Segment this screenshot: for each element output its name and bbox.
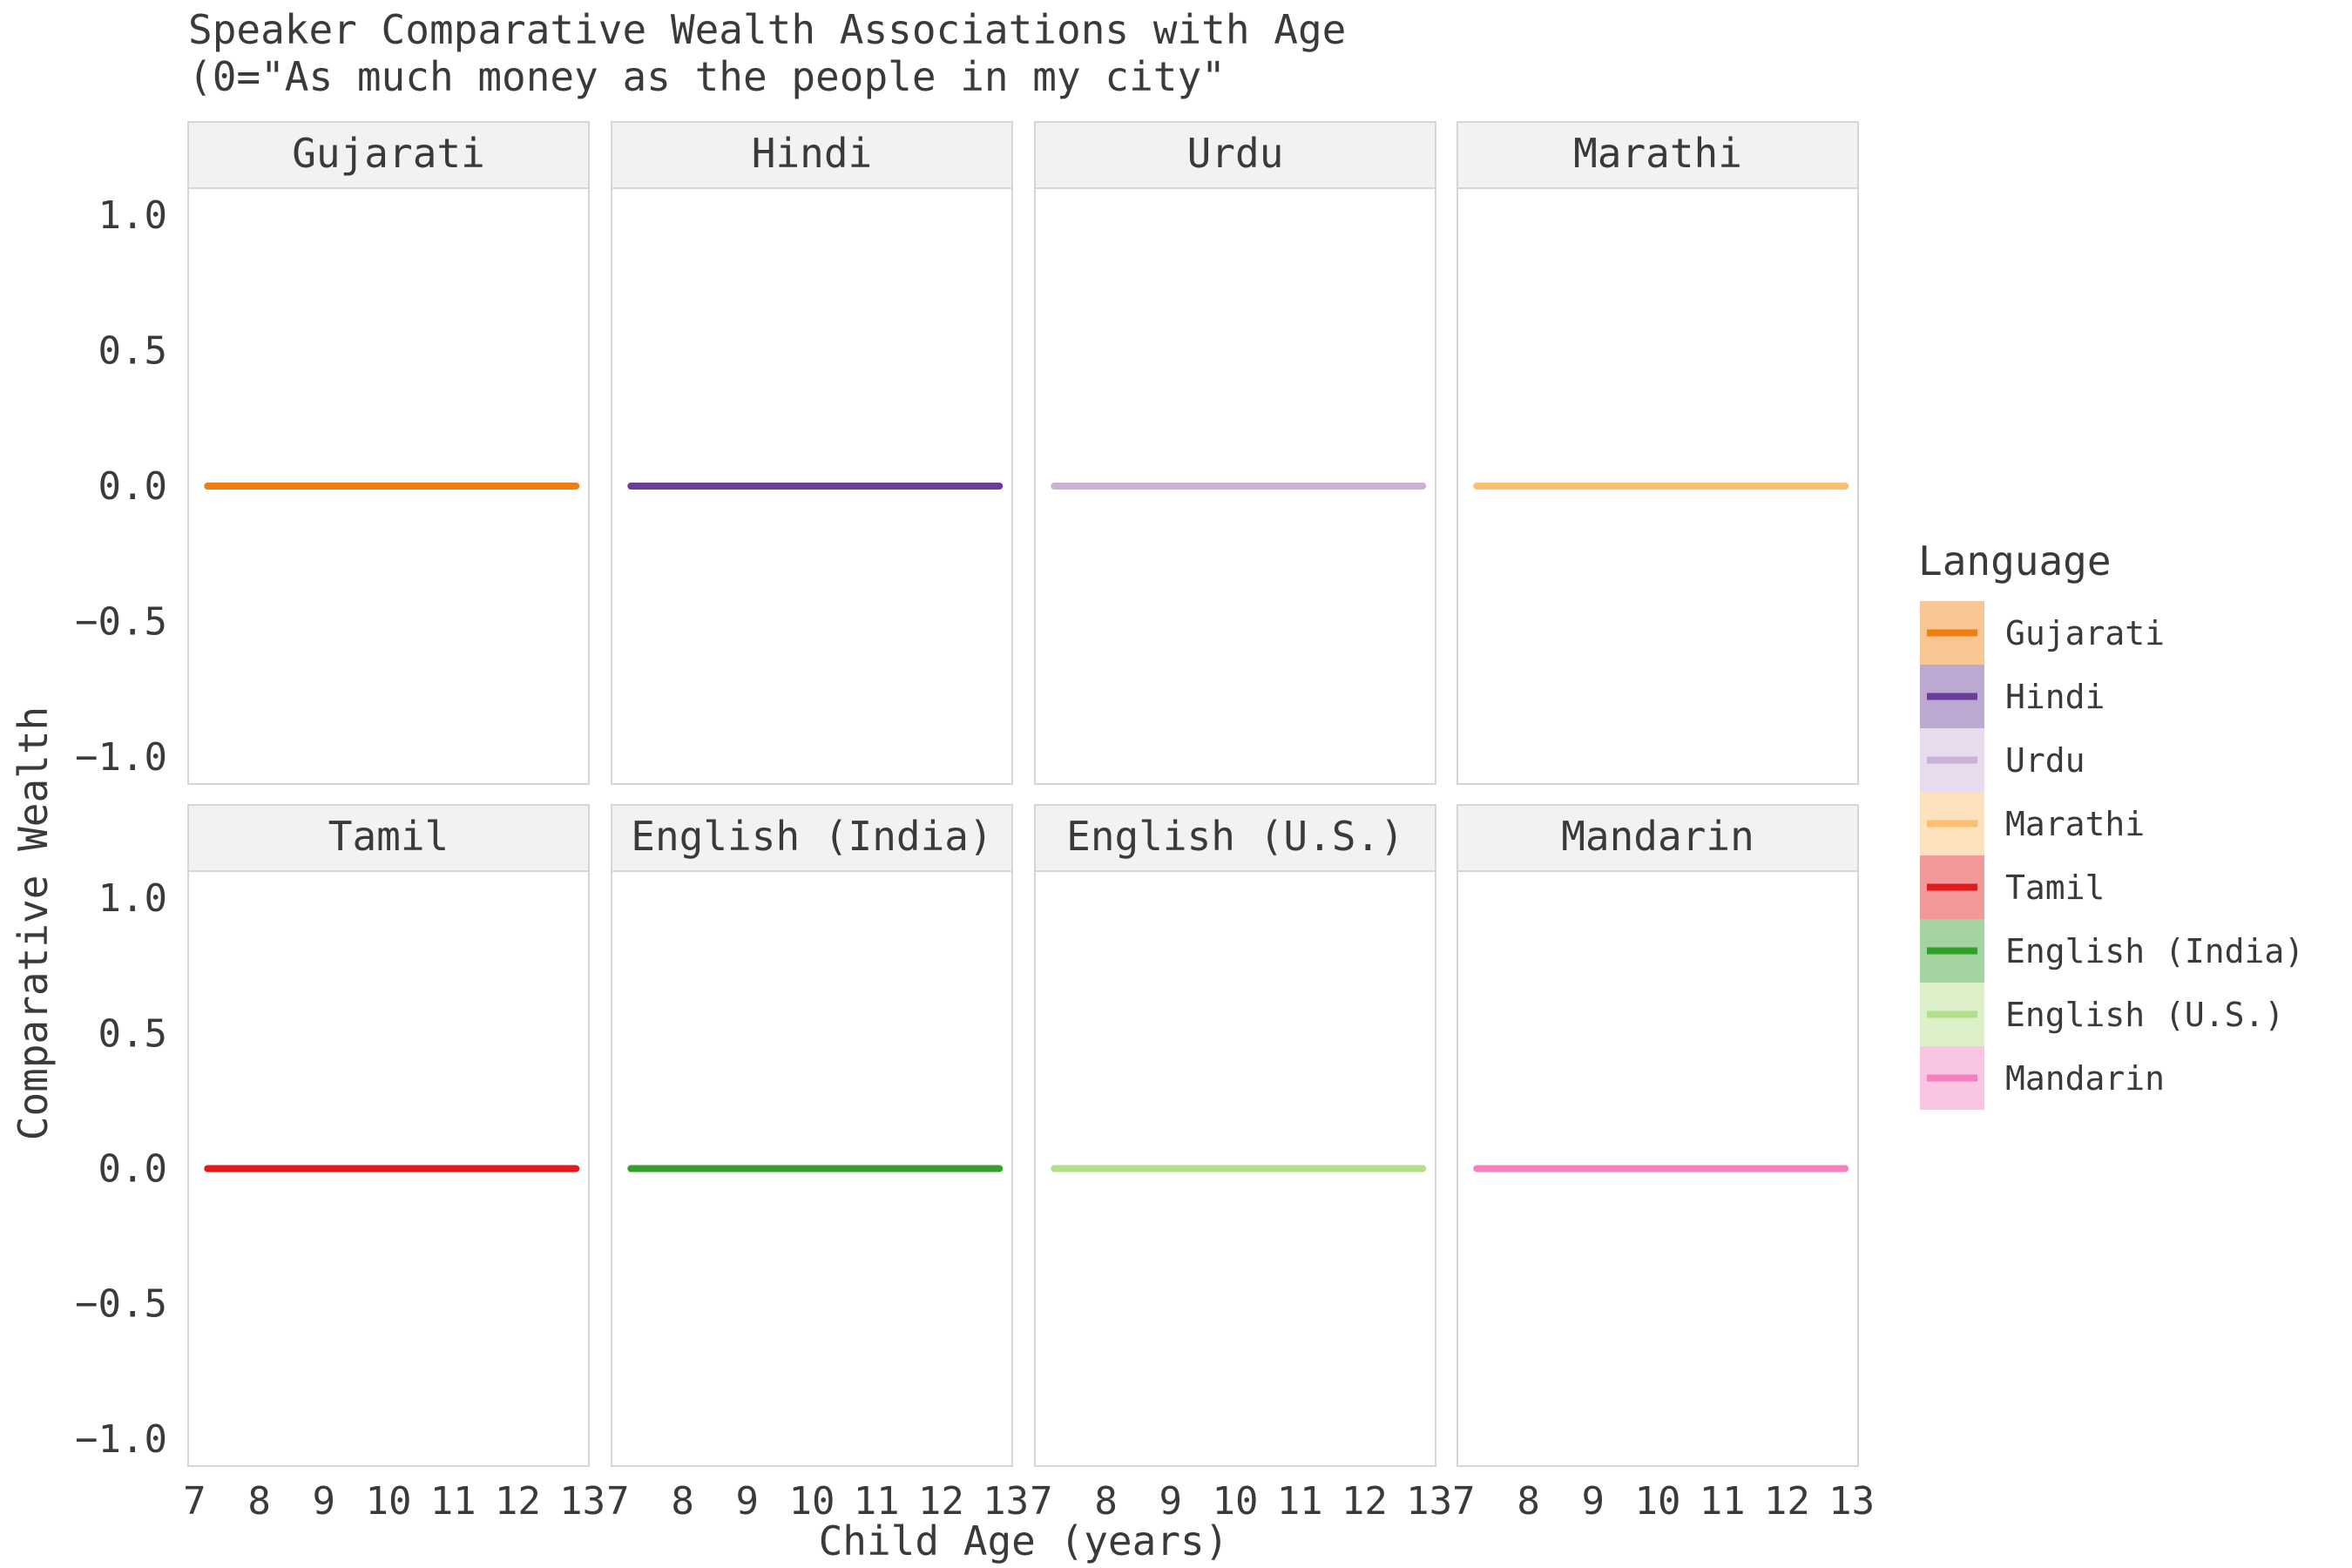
chart-title: Speaker Comparative Wealth Associations …	[188, 6, 1346, 53]
facet-marathi: Marathi	[1456, 121, 1859, 785]
facet-gujarati: Gujarati	[187, 121, 590, 785]
facet-urdu: Urdu	[1034, 121, 1436, 785]
facet-strip	[611, 804, 1013, 872]
x-tick-label: 10	[1213, 1479, 1259, 1524]
legend-title: Language	[1918, 537, 2112, 585]
facet-strip	[187, 121, 590, 189]
legend-item-marathi: Marathi	[1920, 792, 2145, 855]
x-tick-label: 13	[559, 1479, 605, 1524]
x-tick-label: 7	[1030, 1479, 1053, 1524]
y-tick-label: 1.0	[98, 876, 167, 921]
facet-strip	[187, 804, 590, 872]
x-tick-label: 7	[183, 1479, 206, 1524]
x-tick-label: 8	[1517, 1479, 1540, 1524]
y-tick-label: −0.5	[75, 599, 167, 644]
y-tick-label: 0.0	[98, 464, 167, 509]
x-axis-ticks: 7 8 9 10 11 12 13 7 8 9 10 11 12 13 7 8 9 10 11 12 13 7 8 9 10 11…	[183, 1479, 1875, 1524]
x-tick-label: 11	[430, 1479, 476, 1524]
legend-item-gujarati: Gujarati	[1920, 601, 2165, 665]
x-tick-label: 9	[736, 1479, 760, 1524]
facet-strip-label: Gujarati	[292, 130, 485, 177]
legend: Language Gujarati Hindi Urdu Marathi Tamil En…	[1918, 537, 2304, 1110]
x-tick-label: 7	[606, 1479, 630, 1524]
x-tick-label: 12	[1764, 1479, 1810, 1524]
legend-label: Urdu	[2005, 741, 2085, 780]
x-tick-label: 12	[918, 1479, 964, 1524]
x-tick-label: 11	[854, 1479, 900, 1524]
legend-label: Gujarati	[2005, 614, 2165, 652]
facet-strip	[1034, 121, 1436, 189]
y-tick-label: 1.0	[98, 193, 167, 238]
facet-strip-label: Marathi	[1573, 130, 1742, 177]
y-axis-ticks: 1.0 0.5 0.0 −0.5 −1.0 1.0 0.5 0.0 −0.5 −1.0	[75, 193, 167, 1462]
facet-hindi: Hindi	[611, 121, 1013, 785]
facet-english-u-s: English (U.S.)	[1034, 804, 1436, 1467]
x-tick-label: 9	[1582, 1479, 1605, 1524]
facet-strip-label: Hindi	[752, 130, 872, 177]
facet-english-india: English (India)	[611, 804, 1013, 1467]
y-tick-label: 0.0	[98, 1147, 167, 1192]
x-tick-label: 9	[313, 1479, 336, 1524]
y-tick-label: −1.0	[75, 735, 167, 780]
legend-label: English (U.S.)	[2005, 996, 2284, 1034]
legend-label: Tamil	[2005, 868, 2105, 907]
x-tick-label: 7	[1452, 1479, 1476, 1524]
x-tick-label: 8	[247, 1479, 271, 1524]
x-tick-label: 13	[983, 1479, 1029, 1524]
x-tick-label: 9	[1159, 1479, 1183, 1524]
facet-mandarin: Mandarin	[1456, 804, 1859, 1467]
x-tick-label: 12	[495, 1479, 541, 1524]
y-tick-label: 0.5	[98, 1011, 167, 1056]
legend-item-urdu: Urdu	[1920, 728, 2085, 792]
facet-panels: Gujarati Hindi Urdu Marathi Tamil English (In…	[187, 121, 1859, 1467]
legend-item-hindi: Hindi	[1920, 665, 2105, 728]
x-tick-label: 8	[1094, 1479, 1118, 1524]
legend-item-english-u-s: English (U.S.)	[1920, 983, 2284, 1046]
legend-label: Marathi	[2005, 805, 2145, 843]
y-tick-label: 0.5	[98, 329, 167, 374]
x-tick-label: 12	[1342, 1479, 1388, 1524]
x-axis-title: Child Age (years)	[819, 1517, 1229, 1565]
facet-strip-label: Urdu	[1187, 130, 1284, 177]
facet-strip-label: English (India)	[631, 813, 992, 860]
legend-label: Mandarin	[2005, 1059, 2165, 1098]
facet-strip	[1034, 804, 1436, 872]
x-tick-label: 10	[366, 1479, 412, 1524]
x-tick-label: 10	[1635, 1479, 1681, 1524]
chart-subtitle: (0="As much money as the people in my ci…	[188, 53, 1226, 100]
facet-strip	[1456, 804, 1859, 872]
legend-item-english-india: English (India)	[1920, 919, 2304, 983]
x-tick-label: 13	[1406, 1479, 1452, 1524]
legend-item-mandarin: Mandarin	[1920, 1046, 2165, 1110]
y-axis-title: Comparative Wealth	[10, 706, 57, 1141]
facet-strip	[1456, 121, 1859, 189]
legend-item-tamil: Tamil	[1920, 855, 2105, 919]
facet-strip-label: English (U.S.)	[1066, 813, 1404, 860]
facet-strip-label: Tamil	[328, 813, 449, 860]
legend-label: Hindi	[2005, 678, 2105, 716]
x-tick-label: 10	[789, 1479, 835, 1524]
x-tick-label: 13	[1828, 1479, 1875, 1524]
y-tick-label: −1.0	[75, 1417, 167, 1462]
x-tick-label: 11	[1700, 1479, 1746, 1524]
x-tick-label: 8	[671, 1479, 694, 1524]
legend-label: English (India)	[2005, 932, 2304, 970]
y-tick-label: −0.5	[75, 1282, 167, 1327]
facet-tamil: Tamil	[187, 804, 590, 1467]
x-tick-label: 11	[1277, 1479, 1323, 1524]
facet-strip-label: Mandarin	[1561, 813, 1754, 860]
